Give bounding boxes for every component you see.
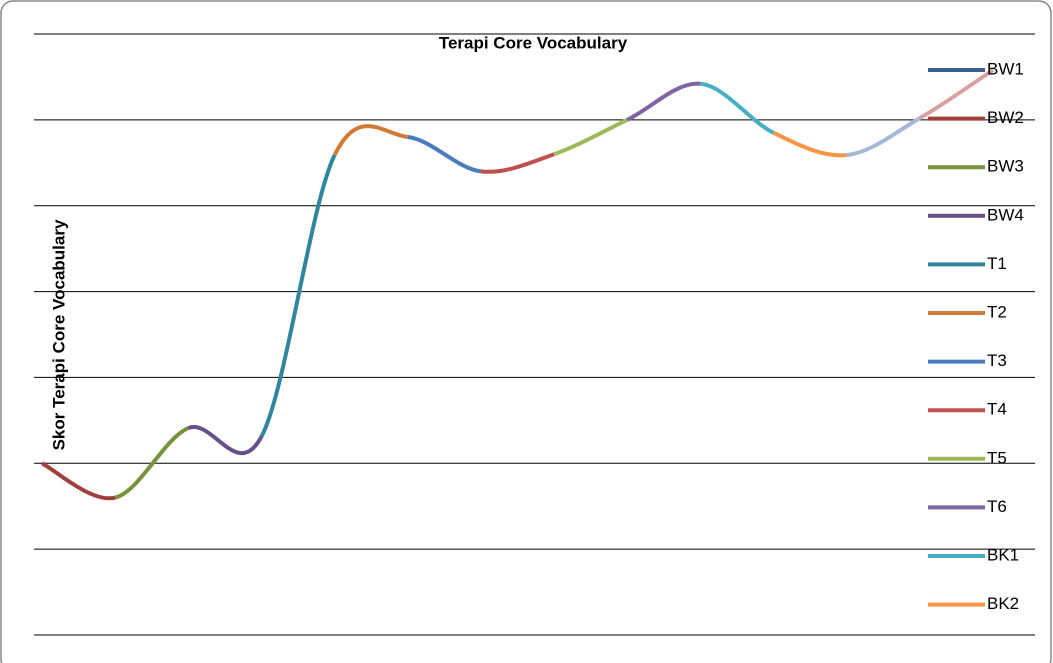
chart: Terapi Core Vocabulary Skor Terapi Core …: [0, 0, 1053, 663]
legend-label: T1: [987, 254, 1007, 273]
y-axis-label: Skor Terapi Core Vocabulary: [49, 219, 68, 450]
legend-label: BW4: [987, 205, 1024, 224]
legend-label: BW3: [987, 157, 1024, 176]
legend-label: BW2: [987, 108, 1024, 127]
legend-label: BK2: [987, 594, 1019, 613]
legend-label: T6: [987, 497, 1007, 516]
legend-label: BW1: [987, 59, 1024, 78]
chart-title: Terapi Core Vocabulary: [439, 33, 628, 52]
legend-label: T5: [987, 448, 1007, 467]
legend-label: T3: [987, 351, 1007, 370]
legend-label: BK1: [987, 545, 1019, 564]
legend-label: T2: [987, 302, 1007, 321]
chart-border: [1, 1, 1051, 663]
page: {"chart_data": {"type": "line", "title":…: [0, 0, 1053, 663]
legend-label: T4: [987, 400, 1007, 419]
